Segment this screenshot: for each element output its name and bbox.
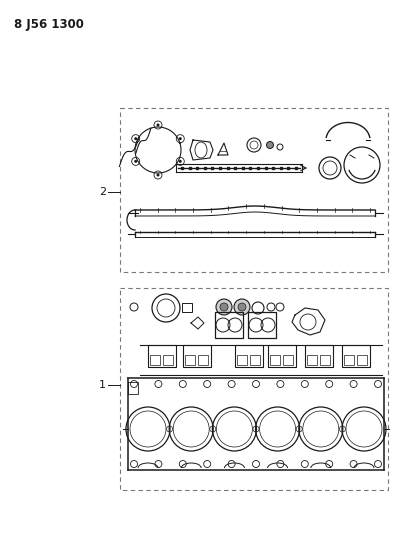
Bar	[148, 345, 176, 367]
Bar	[235, 345, 263, 367]
Text: 8 J56 1300: 8 J56 1300	[14, 18, 84, 31]
Bar	[307, 355, 317, 365]
Bar	[250, 355, 260, 365]
Circle shape	[156, 124, 160, 126]
Circle shape	[238, 303, 246, 311]
Circle shape	[179, 160, 182, 163]
Bar	[163, 355, 173, 365]
Circle shape	[179, 137, 182, 140]
Bar	[357, 355, 367, 365]
Bar	[185, 355, 195, 365]
Bar	[248, 312, 276, 338]
Circle shape	[156, 174, 160, 176]
Circle shape	[267, 141, 273, 149]
Bar	[268, 345, 296, 367]
Text: 1: 1	[99, 380, 106, 390]
Bar	[237, 355, 247, 365]
Text: 2: 2	[99, 187, 106, 197]
Bar	[150, 355, 160, 365]
Bar	[342, 345, 370, 367]
Circle shape	[234, 299, 250, 315]
Bar	[270, 355, 280, 365]
Bar	[183, 345, 211, 367]
Circle shape	[134, 160, 137, 163]
Bar	[182, 303, 192, 312]
Bar	[128, 382, 138, 394]
Circle shape	[216, 299, 232, 315]
Bar	[198, 355, 208, 365]
Bar	[215, 312, 243, 338]
Bar	[320, 355, 330, 365]
Circle shape	[220, 303, 228, 311]
Bar	[305, 345, 333, 367]
Bar	[344, 355, 354, 365]
Bar	[283, 355, 293, 365]
Circle shape	[134, 137, 137, 140]
